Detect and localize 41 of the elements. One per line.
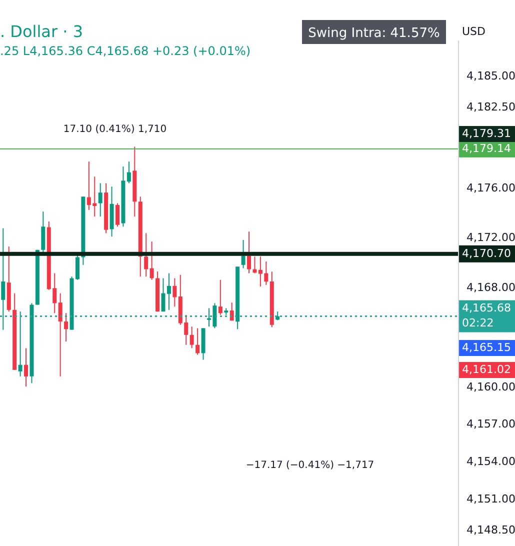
y-tick-label: 4,182.50 — [466, 100, 515, 114]
candlestick — [161, 278, 166, 312]
candlestick — [58, 292, 62, 377]
y-tick-label: 4,176.00 — [466, 181, 515, 194]
candlestick — [24, 348, 28, 387]
candlestick — [126, 161, 131, 184]
annotation: −17.17 (−0.41%) −1,717 — [246, 460, 374, 471]
candlestick — [1, 228, 6, 330]
candlestick — [166, 272, 171, 310]
candlestick — [190, 326, 194, 349]
candlestick — [247, 231, 252, 274]
candlestick — [196, 328, 200, 356]
y-tick-label: 4,160.00 — [466, 380, 515, 394]
candlestick — [241, 239, 246, 269]
chart-title: . Dollar · 3 — [0, 22, 83, 41]
annotation: Swing Intra: 41.57% — [308, 26, 440, 41]
candlestick — [144, 232, 148, 278]
y-tick-label: 4,148.50 — [466, 523, 515, 536]
candlestick — [64, 312, 68, 342]
candlestick — [98, 182, 102, 218]
annotation: 17.10 (0.41%) 1,710 — [63, 124, 167, 135]
y-tick-label: 4,151.00 — [466, 492, 515, 506]
candlestick — [41, 211, 46, 254]
ref-line-label: 4,179.14 — [462, 142, 511, 155]
y-tick-label: 4,172.00 — [466, 231, 515, 244]
y-tick-label: 4,157.00 — [466, 418, 515, 431]
y-tick-label: 4,154.00 — [466, 454, 515, 468]
annotation: .25 L4,165.36 C4,165.68 +0.23 (+0.01%) — [0, 44, 251, 58]
candlestick — [150, 241, 154, 280]
ref-line-label: 4,170.70 — [462, 246, 511, 260]
text: 4,179.31 — [462, 127, 511, 140]
candlestick — [116, 202, 120, 228]
ref-line-label: 4,165.68 02:22 — [462, 302, 511, 330]
candlestick — [18, 311, 22, 377]
text: 4,165.15 — [462, 341, 511, 354]
y-tick-label: 4,185.00 — [466, 70, 515, 83]
text: 4,161.02 — [462, 363, 511, 376]
y-tick-label: 4,168.00 — [466, 280, 515, 294]
candlestick — [218, 279, 222, 316]
text: USD — [462, 25, 486, 38]
candlestick — [172, 278, 177, 308]
